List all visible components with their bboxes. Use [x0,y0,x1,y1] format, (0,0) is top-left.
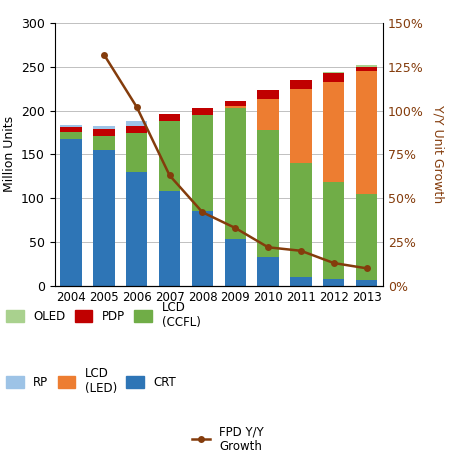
Bar [61,139,81,286]
Bar [126,172,147,286]
Bar [290,277,311,286]
Bar [323,73,344,82]
Bar [93,136,114,150]
Bar [61,124,81,127]
Bar [323,72,344,73]
Bar [355,65,376,67]
Bar [126,133,147,172]
Bar [224,239,245,286]
Bar [257,99,278,130]
Bar [290,89,311,163]
Bar [192,115,212,211]
Bar [290,163,311,277]
Bar [159,114,180,121]
Bar [290,80,311,89]
Bar [323,279,344,286]
Bar [93,150,114,286]
Bar [355,194,376,280]
Bar [224,108,245,239]
Bar [93,125,114,129]
Bar [126,121,147,125]
Bar [323,183,344,279]
Bar [159,191,180,286]
Bar [224,101,245,106]
Bar [159,121,180,191]
Bar [61,127,81,132]
Bar [355,71,376,194]
Bar [257,90,278,99]
Bar [355,67,376,71]
Bar [355,280,376,286]
Bar [126,125,147,133]
Y-axis label: Y/Y Unit Growth: Y/Y Unit Growth [431,106,444,203]
Bar [257,130,278,257]
Bar [224,106,245,108]
Bar [93,129,114,136]
Bar [257,257,278,286]
Bar [192,108,212,115]
Bar [61,132,81,139]
Y-axis label: Million Units: Million Units [3,116,15,193]
Legend: FPD Y/Y
Growth: FPD Y/Y Growth [192,426,263,454]
Bar [192,211,212,286]
Bar [323,82,344,183]
